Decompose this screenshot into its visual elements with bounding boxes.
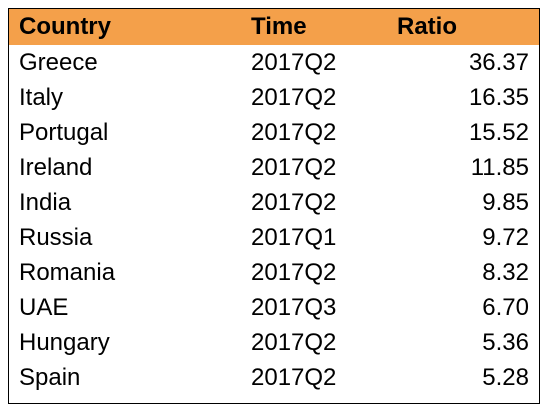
table-row: Portugal 2017Q2 15.52 [9, 115, 539, 150]
country-cell: Hungary [19, 329, 110, 356]
time-cell: 2017Q2 [251, 364, 337, 391]
table-row: UAE 2017Q3 6.70 [9, 290, 539, 325]
country-cell: Romania [19, 259, 116, 286]
column-header-ratio: Ratio [397, 13, 457, 40]
ratio-cell: 5.36 [482, 329, 529, 356]
ratio-cell: 11.85 [470, 154, 529, 181]
ratio-cell: 9.85 [482, 189, 529, 216]
time-cell: 2017Q2 [251, 119, 337, 146]
country-cell: Portugal [19, 119, 109, 146]
ratio-cell: 16.35 [468, 84, 529, 111]
ratio-cell: 5.28 [482, 364, 529, 391]
table-row: Spain 2017Q2 5.28 [9, 360, 539, 395]
ratio-cell: 36.37 [468, 49, 529, 76]
time-cell: 2017Q2 [251, 259, 337, 286]
time-cell: 2017Q3 [251, 294, 337, 321]
country-cell: Greece [19, 49, 98, 76]
time-cell: 2017Q2 [251, 329, 337, 356]
country-cell: Russia [19, 224, 93, 251]
table-row: Greece 2017Q2 36.37 [9, 45, 539, 80]
ratio-cell: 6.70 [482, 294, 529, 321]
time-cell: 2017Q2 [251, 154, 337, 181]
ratio-cell: 9.72 [482, 224, 529, 251]
country-cell: Ireland [19, 154, 93, 181]
data-table: Country Time Ratio Greece 2017Q2 36.37 I… [8, 8, 540, 404]
country-cell: Spain [19, 364, 81, 391]
ratio-cell: 8.32 [482, 259, 529, 286]
country-cell: India [19, 189, 72, 216]
column-header-time: Time [251, 13, 307, 40]
time-cell: 2017Q1 [251, 224, 337, 251]
ratio-cell: 15.52 [468, 119, 529, 146]
table-row: Ireland 2017Q2 11.85 [9, 150, 539, 185]
time-cell: 2017Q2 [251, 49, 337, 76]
country-cell: UAE [19, 294, 69, 321]
table-header-row: Country Time Ratio [9, 9, 539, 45]
time-cell: 2017Q2 [251, 84, 337, 111]
table-row: Russia 2017Q1 9.72 [9, 220, 539, 255]
column-header-country: Country [19, 13, 111, 40]
table-row: Italy 2017Q2 16.35 [9, 80, 539, 115]
country-cell: Italy [19, 84, 64, 111]
table-row: Romania 2017Q2 8.32 [9, 255, 539, 290]
time-cell: 2017Q2 [251, 189, 337, 216]
table-row: India 2017Q2 9.85 [9, 185, 539, 220]
table-row: Hungary 2017Q2 5.36 [9, 325, 539, 360]
